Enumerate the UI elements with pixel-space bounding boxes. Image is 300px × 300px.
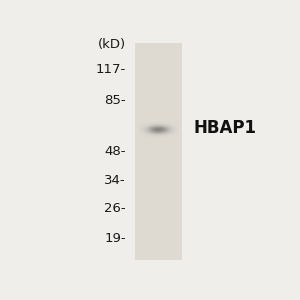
Text: 117-: 117- [96,63,126,76]
Bar [135,43,182,260]
Text: 85-: 85- [104,94,126,107]
Text: 19-: 19- [104,232,126,244]
Text: HBAP1: HBAP1 [193,119,256,137]
Text: 48-: 48- [104,145,126,158]
Text: (kD): (kD) [98,38,126,51]
Text: 34-: 34- [104,174,126,187]
Text: 26-: 26- [104,202,126,214]
